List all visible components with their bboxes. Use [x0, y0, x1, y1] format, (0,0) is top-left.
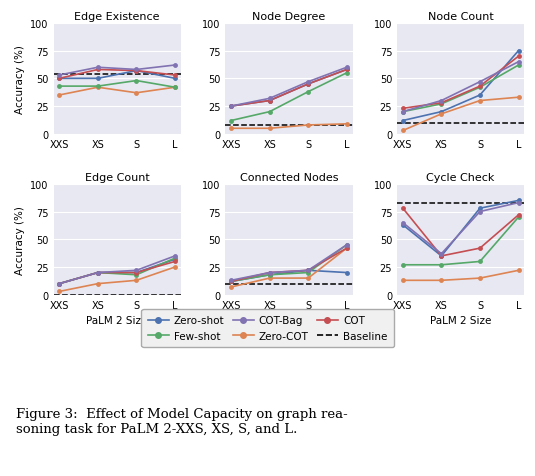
Title: Connected Nodes: Connected Nodes: [240, 172, 338, 182]
X-axis label: PaLM 2 Size: PaLM 2 Size: [430, 316, 491, 326]
X-axis label: PaLM 2 Size: PaLM 2 Size: [258, 316, 319, 326]
Y-axis label: Accuracy (%): Accuracy (%): [14, 45, 25, 114]
Title: Node Degree: Node Degree: [253, 11, 325, 21]
Title: Edge Count: Edge Count: [85, 172, 149, 182]
Title: Edge Existence: Edge Existence: [74, 11, 160, 21]
Y-axis label: Accuracy (%): Accuracy (%): [14, 205, 25, 274]
X-axis label: PaLM 2 Size: PaLM 2 Size: [87, 316, 148, 326]
Title: Node Count: Node Count: [428, 11, 494, 21]
Title: Cycle Check: Cycle Check: [426, 172, 495, 182]
Text: Figure 3:  Effect of Model Capacity on graph rea-
soning task for PaLM 2-XXS, XS: Figure 3: Effect of Model Capacity on gr…: [16, 407, 348, 435]
Legend: Zero-shot, Few-shot, COT-Bag, Zero-COT, COT, Baseline: Zero-shot, Few-shot, COT-Bag, Zero-COT, …: [141, 309, 394, 347]
